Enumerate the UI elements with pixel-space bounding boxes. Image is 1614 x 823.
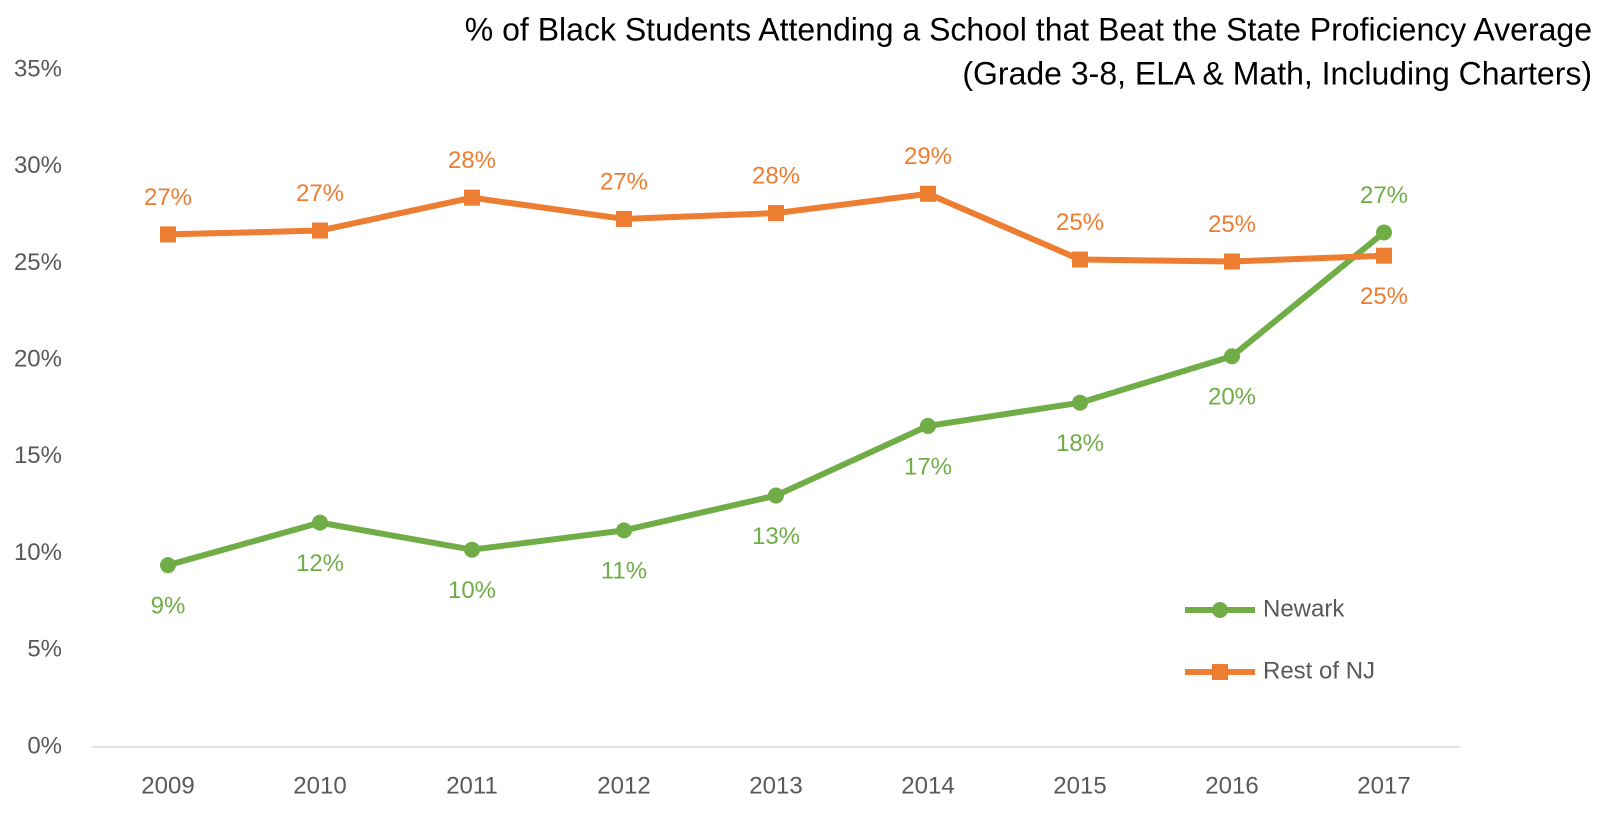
marker: [1212, 664, 1228, 680]
data-label: 13%: [752, 523, 800, 550]
marker: [1376, 224, 1392, 241]
x-tick-label: 2017: [1357, 772, 1410, 799]
y-tick-label: 20%: [14, 345, 62, 372]
data-label: 25%: [1360, 283, 1408, 310]
data-label: 18%: [1056, 430, 1104, 457]
data-label: 12%: [296, 550, 344, 577]
marker: [160, 226, 176, 243]
y-tick-label: 25%: [14, 249, 62, 276]
data-label: 28%: [448, 147, 496, 174]
marker: [464, 541, 480, 558]
marker: [312, 222, 328, 239]
data-label: 20%: [1208, 384, 1256, 411]
marker: [1212, 602, 1228, 618]
marker: [768, 487, 784, 504]
data-label: 28%: [752, 162, 800, 189]
marker: [920, 417, 936, 434]
series-line: [167, 230, 1386, 569]
marker: [616, 210, 632, 227]
marker: [1224, 253, 1240, 270]
y-tick-label: 0%: [27, 732, 62, 759]
chart-subtitle: (Grade 3-8, ELA & Math, Including Charte…: [962, 55, 1592, 91]
data-label: 11%: [601, 558, 647, 585]
data-label: 25%: [1208, 211, 1256, 238]
x-tick-label: 2010: [293, 772, 346, 799]
x-tick-label: 2009: [141, 772, 194, 799]
marker: [920, 185, 936, 202]
marker: [1224, 348, 1240, 365]
legend-label: Rest of NJ: [1263, 657, 1375, 684]
data-label: 9%: [151, 593, 186, 620]
x-tick-label: 2013: [749, 772, 802, 799]
legend-label: Newark: [1263, 595, 1345, 622]
data-label: 29%: [904, 143, 952, 170]
marker: [464, 189, 480, 206]
y-tick-label: 10%: [14, 539, 62, 566]
marker: [768, 205, 784, 222]
x-tick-label: 2011: [446, 772, 498, 799]
y-tick-label: 30%: [14, 152, 62, 179]
x-tick-label: 2014: [901, 772, 954, 799]
data-label: 17%: [904, 453, 952, 480]
chart-title: % of Black Students Attending a School t…: [465, 11, 1592, 47]
data-label: 27%: [296, 180, 344, 207]
y-tick-label: 35%: [14, 55, 62, 82]
y-tick-label: 15%: [14, 442, 62, 469]
data-label: 10%: [448, 577, 496, 604]
x-tick-label: 2015: [1053, 772, 1106, 799]
data-label: 27%: [600, 168, 648, 195]
data-label: 25%: [1056, 209, 1104, 236]
x-tick-label: 2016: [1205, 772, 1258, 799]
marker: [312, 514, 328, 531]
data-label: 27%: [1360, 182, 1408, 209]
marker: [616, 522, 632, 539]
marker: [1072, 251, 1088, 268]
marker: [160, 557, 176, 574]
marker: [1072, 394, 1088, 411]
series-line: [167, 190, 1385, 265]
y-tick-label: 5%: [27, 636, 62, 663]
marker: [1376, 247, 1392, 264]
data-label: 27%: [144, 184, 192, 211]
x-tick-label: 2012: [597, 772, 650, 799]
